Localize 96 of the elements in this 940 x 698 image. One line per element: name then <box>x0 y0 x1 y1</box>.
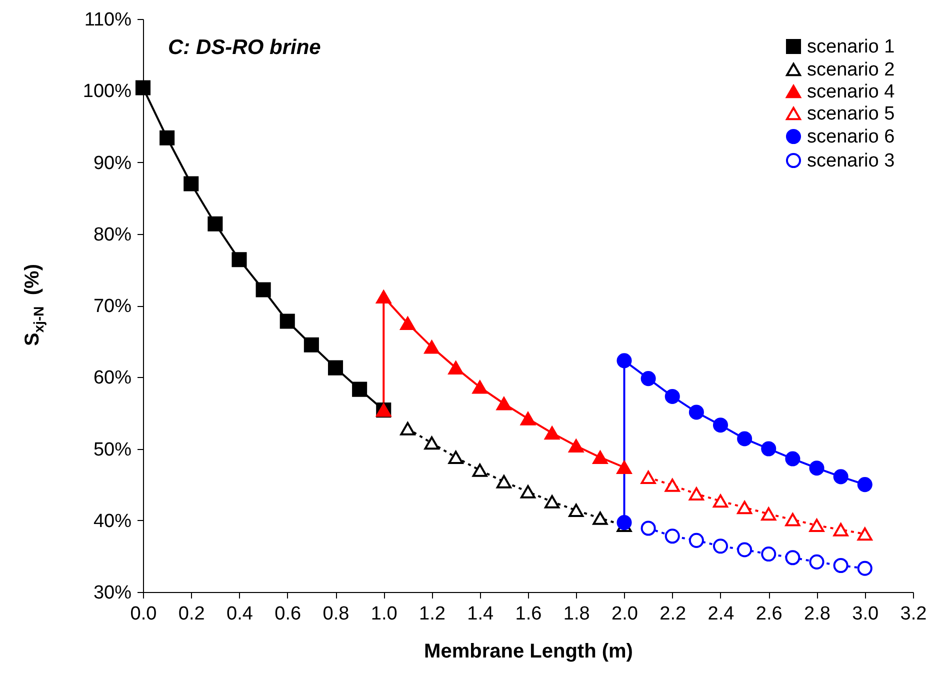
x-tick-label: 1.8 <box>563 604 590 624</box>
point <box>857 560 872 576</box>
point <box>761 441 776 456</box>
x-tick-label: 2.8 <box>804 604 830 624</box>
y-tick-label: 70% <box>93 296 132 317</box>
point <box>448 450 464 464</box>
x-tick-label: 1.4 <box>467 604 494 624</box>
point <box>568 439 584 453</box>
x-tick-label: 3.0 <box>852 604 879 624</box>
x-tick-label: 1.0 <box>370 604 398 624</box>
x-tick-label: 0.0 <box>130 604 157 624</box>
x-tick-label: 2.6 <box>756 604 782 624</box>
legend-label: scenario 4 <box>807 82 896 102</box>
legend-label: scenario 6 <box>807 126 895 148</box>
point <box>712 418 728 433</box>
point <box>592 512 608 525</box>
point <box>640 470 656 484</box>
point <box>640 371 656 386</box>
x-tick-label: 1.6 <box>515 604 542 624</box>
point <box>833 469 848 484</box>
x-axis-title: Membrane Length (m) <box>424 640 633 662</box>
point <box>400 422 416 436</box>
point <box>424 436 440 450</box>
y-tick-label: 80% <box>93 224 132 246</box>
point <box>232 252 247 268</box>
point <box>640 520 656 536</box>
x-tick-label: 2.0 <box>612 604 638 624</box>
x-tick-label: 0.2 <box>178 604 205 624</box>
point <box>688 532 704 548</box>
legend-label: scenario 5 <box>807 104 895 124</box>
point <box>400 316 416 330</box>
point <box>761 507 776 521</box>
point <box>280 314 295 329</box>
point <box>664 388 680 404</box>
point <box>809 460 824 476</box>
y-tick-label: 60% <box>93 368 132 389</box>
x-tick-label: 0.8 <box>322 604 350 624</box>
x-tick-label: 2.4 <box>708 604 735 624</box>
x-tick-label: 0.6 <box>274 604 302 624</box>
point <box>352 382 368 397</box>
point <box>688 404 704 420</box>
y-tick-label: 30% <box>93 582 132 604</box>
point <box>664 478 680 492</box>
point <box>857 477 872 492</box>
point <box>208 216 223 232</box>
point <box>520 412 536 426</box>
point <box>496 396 512 410</box>
point <box>496 475 512 488</box>
point <box>184 176 199 192</box>
legend-label: scenario 1 <box>807 36 895 58</box>
point <box>544 495 560 508</box>
point <box>520 485 536 498</box>
point <box>833 523 848 536</box>
point <box>472 464 488 477</box>
point <box>664 528 680 544</box>
point <box>304 337 319 352</box>
point <box>616 353 632 368</box>
point <box>712 494 728 508</box>
point <box>135 80 151 96</box>
point <box>544 426 560 440</box>
point <box>256 282 271 298</box>
x-tick-label: 1.2 <box>419 604 446 624</box>
y-tick-label: 100% <box>82 81 132 102</box>
point <box>737 500 752 514</box>
y-tick-label: 110% <box>84 10 132 30</box>
point <box>160 130 175 146</box>
point <box>424 340 440 354</box>
point <box>761 546 776 562</box>
point <box>328 360 344 376</box>
point <box>785 550 800 566</box>
point <box>712 538 728 554</box>
point <box>809 518 824 532</box>
y-tick-label: 50% <box>93 439 132 460</box>
point <box>472 380 488 394</box>
point <box>737 542 752 558</box>
point <box>785 451 800 466</box>
x-tick-label: 0.4 <box>226 604 254 624</box>
point <box>616 515 632 530</box>
point <box>688 487 704 501</box>
point <box>857 527 872 541</box>
x-tick-label: 2.2 <box>660 604 686 624</box>
point <box>833 558 848 574</box>
point <box>568 504 584 517</box>
y-tick-label: 90% <box>93 152 132 174</box>
point <box>737 431 752 446</box>
legend-label: scenario 3 <box>807 150 895 172</box>
y-tick-label: 40% <box>93 510 132 532</box>
point <box>376 290 392 304</box>
legend-label: scenario 2 <box>807 60 895 80</box>
point <box>785 513 800 526</box>
point <box>592 450 608 464</box>
text: C: DS-RO brine <box>168 36 322 59</box>
point <box>809 554 824 570</box>
x-tick-label: 3.2 <box>900 604 927 624</box>
point <box>448 361 464 374</box>
point <box>616 460 632 474</box>
